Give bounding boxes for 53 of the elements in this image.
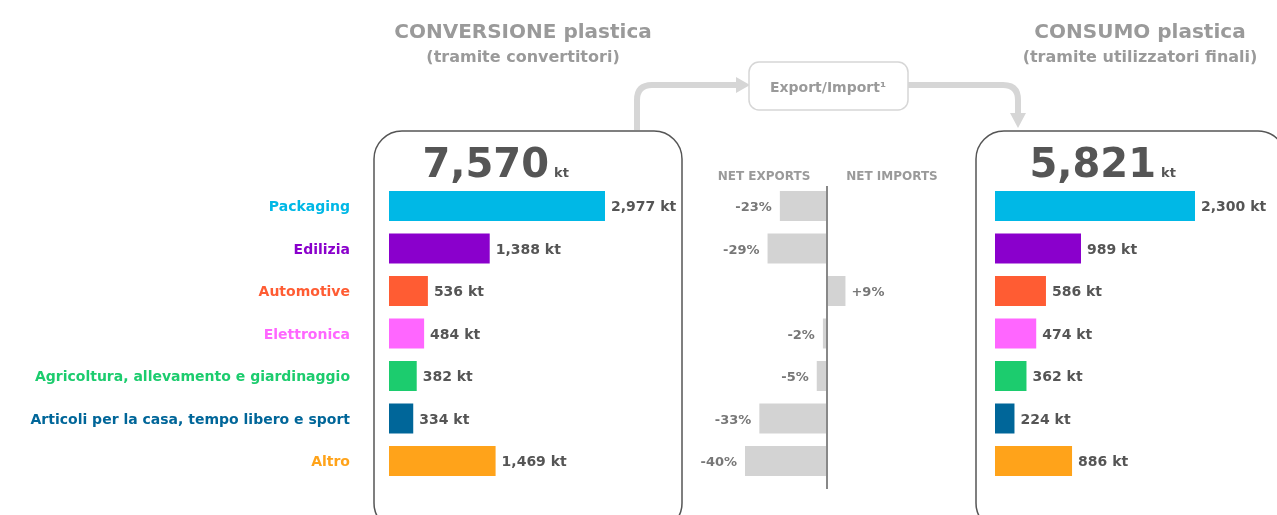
data-label: 1,388 kt: [495, 240, 562, 257]
bar: [389, 403, 414, 434]
data-label: +9%: [851, 284, 885, 299]
data-label: 886 kt: [1078, 453, 1129, 469]
data-label: 484 kt: [430, 325, 481, 342]
data-label: -29%: [723, 241, 760, 257]
bar: [389, 318, 425, 349]
chart-subtitle: (tramite utilizzatori finali): [1022, 47, 1258, 66]
data-label: -40%: [700, 454, 737, 469]
chart-subtitle: (tramite convertitori): [426, 47, 620, 66]
data-label: 2,977 kt: [611, 198, 677, 214]
annotation: 7,570: [422, 140, 549, 186]
bar: [995, 446, 1073, 476]
chart-title: CONSUMO plastica: [1034, 19, 1246, 43]
y-tick-label: Articoli per la casa, tempo libero e sport: [30, 410, 351, 427]
data-label: -5%: [781, 369, 809, 384]
y-tick-label: Packaging: [268, 198, 350, 214]
annotation: 5,821: [1029, 140, 1156, 186]
data-label: 362 kt: [1032, 368, 1083, 384]
data-label: 1,469 kt: [501, 453, 568, 469]
bar: [995, 233, 1081, 264]
bar: [389, 233, 490, 264]
bar: [995, 361, 1027, 391]
bar: [389, 276, 428, 306]
bar: [995, 276, 1046, 306]
text: NET EXPORTS: [717, 169, 811, 183]
data-label: 2,300 kt: [1201, 198, 1267, 214]
data-label: -33%: [714, 411, 752, 427]
text: kt: [1161, 165, 1176, 180]
data-label: -23%: [735, 199, 772, 214]
data-label: 989 kt: [1087, 240, 1138, 257]
y-tick-label: Automotive: [258, 283, 350, 299]
text: kt: [554, 165, 569, 180]
data-label: 382 kt: [422, 368, 474, 384]
data-label: 334 kt: [419, 410, 470, 427]
bar: [995, 318, 1037, 349]
text: NET IMPORTS: [846, 169, 938, 183]
bar: [389, 361, 417, 391]
y-tick-label: Elettronica: [263, 325, 350, 342]
data-label: 474 kt: [1042, 325, 1093, 342]
chart-title: CONVERSIONE plastica: [394, 19, 652, 43]
y-tick-label: Edilizia: [293, 240, 350, 257]
bar: [389, 191, 605, 221]
bar: [389, 446, 496, 476]
bar: [995, 191, 1195, 221]
data-label: 224 kt: [1020, 410, 1071, 427]
data-label: 536 kt: [433, 283, 485, 299]
text: Export/Import¹: [769, 79, 887, 95]
data-label: 586 kt: [1051, 283, 1103, 299]
bar: [995, 403, 1015, 434]
y-tick-label: Altro: [311, 453, 351, 469]
data-label: -2%: [787, 326, 815, 342]
y-tick-label: Agricoltura, allevamento e giardinaggio: [34, 368, 351, 384]
